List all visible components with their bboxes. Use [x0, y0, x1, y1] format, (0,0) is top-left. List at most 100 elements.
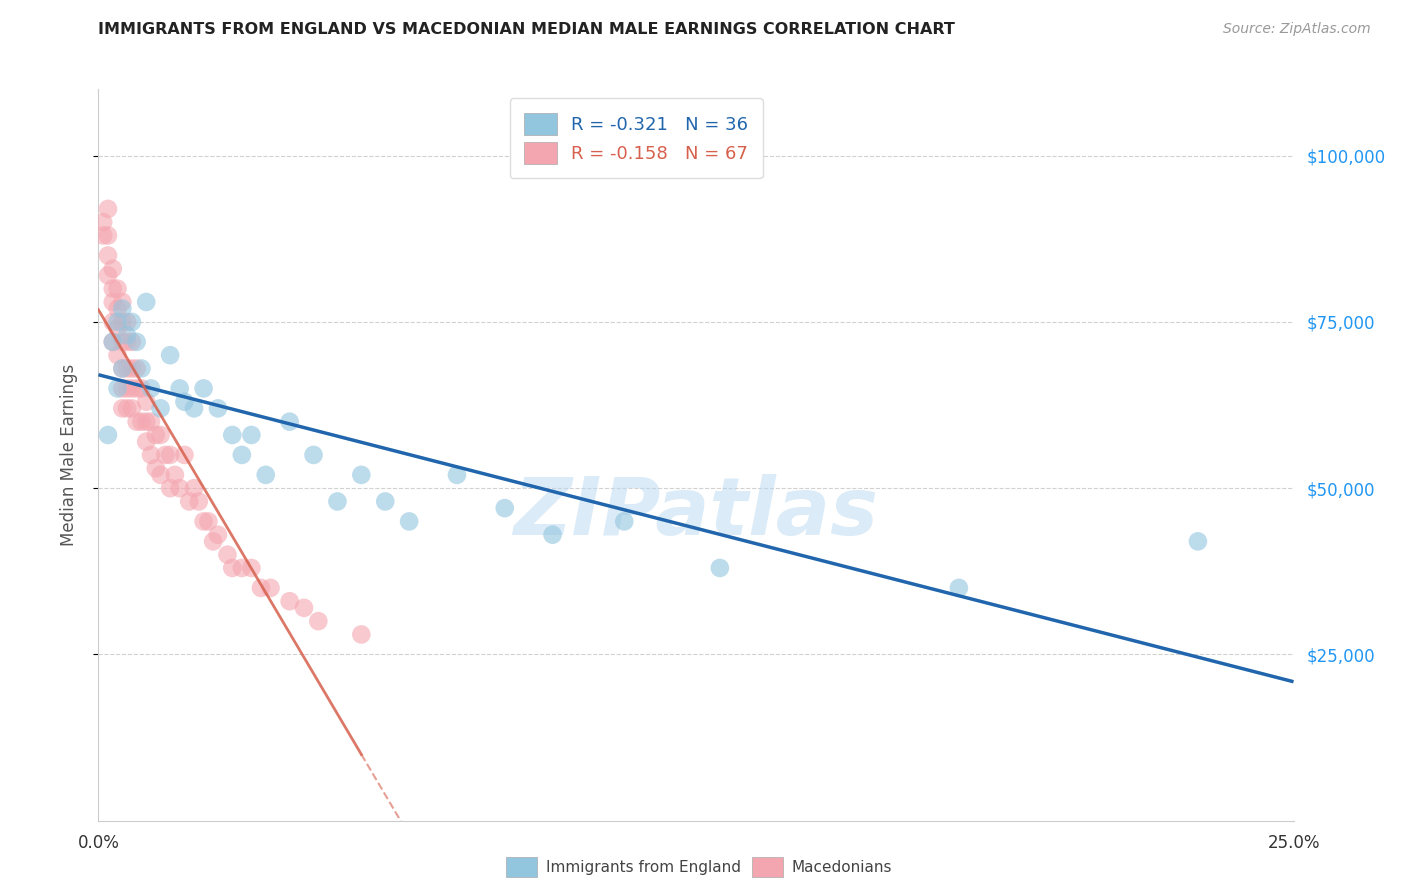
Point	[111, 334, 134, 349]
Point	[107, 315, 129, 329]
Legend: R = -0.321   N = 36, R = -0.158   N = 67: R = -0.321 N = 36, R = -0.158 N = 67	[510, 98, 762, 178]
Point	[101, 295, 124, 310]
Point	[173, 394, 195, 409]
Point	[250, 581, 273, 595]
Point	[115, 315, 138, 329]
Point	[302, 448, 325, 462]
Point	[155, 448, 177, 462]
Text: ZIPatlas: ZIPatlas	[513, 475, 879, 552]
Point	[231, 448, 253, 462]
Point	[101, 282, 124, 296]
Point	[115, 401, 138, 416]
Point	[149, 401, 172, 416]
Point	[111, 381, 134, 395]
Point	[149, 428, 172, 442]
Point	[254, 467, 277, 482]
Point	[107, 321, 129, 335]
Point	[131, 361, 153, 376]
Text: Source: ZipAtlas.com: Source: ZipAtlas.com	[1223, 22, 1371, 37]
Point	[149, 467, 172, 482]
Point	[145, 428, 167, 442]
Point	[121, 361, 143, 376]
Point	[111, 295, 134, 310]
Point	[125, 334, 148, 349]
Point	[139, 448, 162, 462]
Point	[278, 594, 301, 608]
Point	[326, 494, 349, 508]
Point	[948, 581, 970, 595]
Point	[179, 494, 201, 508]
Point	[494, 501, 516, 516]
Point	[125, 361, 148, 376]
Point	[350, 467, 373, 482]
Point	[231, 561, 253, 575]
Point	[131, 381, 153, 395]
Point	[709, 561, 731, 575]
Point	[221, 428, 243, 442]
Point	[183, 401, 205, 416]
Point	[121, 334, 143, 349]
Point	[374, 494, 396, 508]
Point	[115, 361, 138, 376]
Point	[115, 381, 138, 395]
Point	[101, 334, 124, 349]
Point	[240, 561, 263, 575]
Point	[121, 401, 143, 416]
Text: IMMIGRANTS FROM ENGLAND VS MACEDONIAN MEDIAN MALE EARNINGS CORRELATION CHART: IMMIGRANTS FROM ENGLAND VS MACEDONIAN ME…	[98, 22, 955, 37]
Point	[202, 534, 225, 549]
Point	[197, 515, 219, 529]
Point	[221, 561, 243, 575]
Point	[240, 428, 263, 442]
Point	[307, 614, 329, 628]
Point	[183, 481, 205, 495]
Point	[145, 461, 167, 475]
Point	[111, 361, 134, 376]
Point	[101, 261, 124, 276]
Point	[115, 334, 138, 349]
Point	[207, 401, 229, 416]
Point	[350, 627, 373, 641]
Point	[159, 448, 181, 462]
Point	[131, 415, 153, 429]
Point	[111, 301, 134, 316]
Point	[169, 381, 191, 395]
Point	[111, 401, 134, 416]
Point	[187, 494, 209, 508]
Point	[101, 334, 124, 349]
Point	[217, 548, 239, 562]
Point	[207, 527, 229, 541]
Point	[135, 415, 157, 429]
Point	[97, 248, 120, 262]
Point	[259, 581, 281, 595]
Point	[139, 381, 162, 395]
Point	[613, 515, 636, 529]
Text: Immigrants from England: Immigrants from England	[546, 860, 741, 874]
Point	[107, 301, 129, 316]
Point	[135, 295, 157, 310]
Point	[115, 328, 138, 343]
Point	[97, 428, 120, 442]
Point	[111, 315, 134, 329]
Y-axis label: Median Male Earnings: Median Male Earnings	[59, 364, 77, 546]
Point	[125, 415, 148, 429]
Point	[107, 381, 129, 395]
Point	[292, 600, 315, 615]
Point	[139, 415, 162, 429]
Point	[163, 467, 186, 482]
Point	[91, 228, 114, 243]
Point	[1187, 534, 1209, 549]
Point	[159, 481, 181, 495]
Point	[398, 515, 420, 529]
Point	[193, 515, 215, 529]
Point	[125, 381, 148, 395]
Point	[107, 348, 129, 362]
Point	[107, 282, 129, 296]
Point	[97, 228, 120, 243]
Point	[111, 361, 134, 376]
Point	[135, 394, 157, 409]
Point	[97, 268, 120, 283]
Text: Macedonians: Macedonians	[792, 860, 891, 874]
Point	[169, 481, 191, 495]
Point	[121, 381, 143, 395]
Point	[101, 315, 124, 329]
